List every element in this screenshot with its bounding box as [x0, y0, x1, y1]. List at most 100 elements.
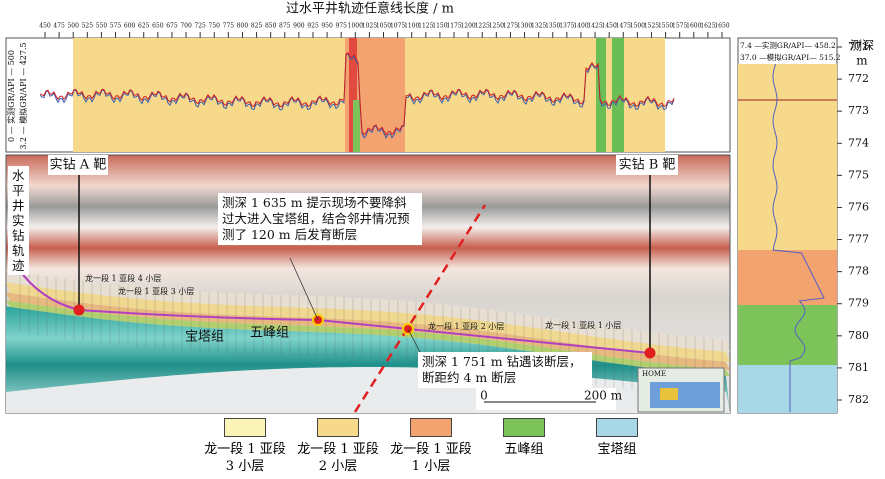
- depth-tick-label: 771: [848, 40, 869, 53]
- legend-item: 五峰组: [479, 418, 569, 458]
- gr-measured-curve: [39, 52, 675, 139]
- log-band: [738, 305, 837, 365]
- top-tick-label: 1300: [517, 23, 532, 30]
- top-tick-label: 1450: [602, 23, 617, 30]
- legend-swatch: [596, 418, 638, 437]
- top-tick-label: 875: [279, 23, 291, 30]
- top-tick-label: 1250: [489, 23, 504, 30]
- gr-label: 3.2 — 模拟GR/API — 427.5: [18, 42, 28, 149]
- top-tick-label: 450: [39, 23, 51, 30]
- top-tick-label: 925: [307, 23, 319, 30]
- top-tick-label: 1125: [418, 23, 433, 30]
- target-b: [644, 347, 656, 359]
- band-red: [349, 38, 357, 152]
- gr-min: 0: [7, 137, 16, 142]
- callout-line: [289, 257, 319, 321]
- gr-min: 3.2: [19, 137, 28, 150]
- inset-label: HOME: [642, 370, 666, 378]
- layer-label: 龙一段 1 亚段 1 小层: [545, 320, 621, 330]
- top-tick-label: 550: [96, 23, 108, 30]
- top-tick-label: 1050: [376, 23, 391, 30]
- log-min: 7.4: [740, 41, 752, 50]
- legend-item: 龙一段 1 亚段 3 小层: [200, 418, 290, 475]
- callout-line: [407, 328, 421, 353]
- depth-tick-label: 776: [848, 200, 869, 213]
- depth-tick-label: 777: [848, 233, 869, 246]
- top-tick-label: 625: [138, 23, 150, 30]
- top-tick-label: 1275: [503, 23, 518, 30]
- top-tick-label: 575: [110, 23, 122, 30]
- top-tick-label: 1200: [460, 23, 475, 30]
- legend-swatch: [410, 418, 452, 437]
- depth-tick-label: 775: [848, 168, 869, 181]
- legend-swatch: [317, 418, 359, 437]
- scale-box: [476, 388, 616, 410]
- layer: [6, 282, 730, 362]
- top-tick-label: 1325: [531, 23, 546, 30]
- top-tick-label: 650: [152, 23, 164, 30]
- formation-label: 五峰组: [250, 326, 289, 341]
- top-tick-label: 1600: [686, 23, 701, 30]
- depth-title: 测深: [850, 39, 874, 53]
- log-label: 7.4 —实测GR/API— 458.2: [740, 40, 836, 50]
- title: 过水平井轨迹任意线长度 / m: [286, 1, 454, 17]
- legend-item: 龙一段 1 亚段 1 小层: [386, 418, 476, 475]
- gr-label: 0 — 实测GR/API — 500: [6, 50, 16, 142]
- log-curve: [772, 63, 825, 412]
- target-label: 实钻 A 靶: [50, 158, 107, 173]
- log-band: [738, 250, 837, 305]
- top-tick-label: 1000: [348, 23, 363, 30]
- top-tick-label: 1100: [404, 23, 419, 30]
- depth-unit: m: [856, 54, 868, 68]
- legend-label: 龙一段 1 亚段 2 小层: [297, 442, 379, 474]
- legend-item: 宝塔组: [572, 418, 662, 458]
- depth-tick-label: 781: [848, 361, 869, 374]
- band-green: [596, 38, 606, 152]
- top-tick-label: 1575: [672, 23, 687, 30]
- gr-simulated-curve: [39, 52, 675, 136]
- top-tick-label: 750: [209, 23, 221, 30]
- log-min: 37.0: [740, 53, 757, 62]
- legend-label: 龙一段 1 亚段 1 小层: [390, 442, 472, 474]
- top-tick-label: 600: [124, 23, 136, 30]
- fault-line: [353, 204, 487, 413]
- trajectory-label: 水平井实钻轨迹: [8, 166, 29, 275]
- depth-tick-label: 773: [848, 104, 869, 117]
- top-tick-label: 725: [194, 23, 206, 30]
- top-tick-label: 675: [166, 23, 178, 30]
- label-box: [48, 155, 108, 175]
- top-tick-label: 1225: [475, 23, 490, 30]
- top-tick-label: 775: [223, 23, 235, 30]
- top-tick-label: 1400: [573, 23, 588, 30]
- top-tick-label: 975: [335, 23, 347, 30]
- top-tick-label: 1150: [432, 23, 447, 30]
- log-band: [738, 64, 837, 250]
- top-tick-label: 475: [53, 23, 65, 30]
- top-tick-label: 500: [67, 23, 79, 30]
- top-tick-label: 900: [293, 23, 305, 30]
- scale-label: 0: [480, 389, 488, 403]
- top-tick-label: 1525: [644, 23, 659, 30]
- trajectory-line: [17, 267, 651, 354]
- top-tick-label: 800: [237, 23, 249, 30]
- gr-max: 427.5: [19, 42, 28, 65]
- log-max: 458.2: [814, 41, 836, 50]
- band-green: [353, 100, 360, 152]
- target-label: 实钻 B 靶: [619, 158, 676, 173]
- top-tick-label: 850: [265, 23, 277, 30]
- top-tick-label: 1650: [714, 23, 729, 30]
- top-tick-label: 1175: [446, 23, 461, 30]
- top-tick-label: 1500: [630, 23, 645, 30]
- log-label: 37.0 —模拟GR/API— 515.2: [740, 52, 841, 62]
- note-1635: 测深 1 635 m 提示现场不要降斜过大进入宝塔组，结合邻井情况预测了 120…: [218, 193, 422, 245]
- top-tick-label: 1475: [616, 23, 631, 30]
- top-tick-label: 1375: [559, 23, 574, 30]
- top-tick-label: 1075: [390, 23, 405, 30]
- layer-label: 龙一段 1 亚段 2 小层: [428, 321, 504, 331]
- legend-item: 龙一段 1 亚段 2 小层: [293, 418, 383, 475]
- depth-tick-label: 778: [848, 265, 869, 278]
- band-yellow: [630, 38, 665, 152]
- scale-label: 200 m: [584, 389, 623, 403]
